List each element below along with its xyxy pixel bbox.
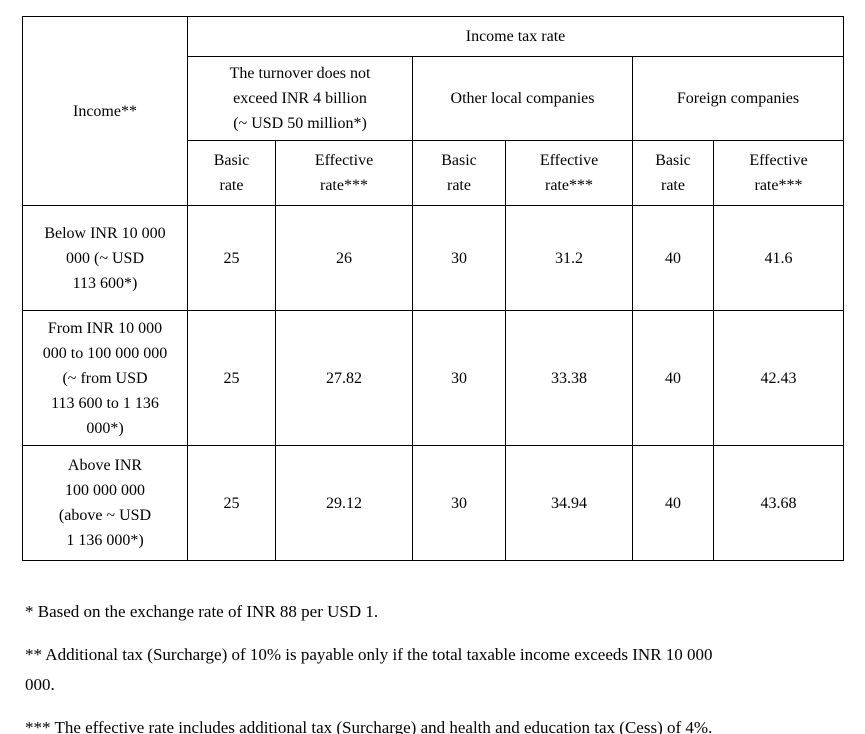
rate-value-cell: 27.82: [275, 310, 413, 446]
corner-cell-income-label: Income**: [22, 16, 188, 206]
footnotes-section: * Based on the exchange rate of INR 88 p…: [25, 597, 837, 734]
subheader-basic-rate-turnover: Basic rate: [187, 140, 276, 206]
rate-value-cell: 33.38: [505, 310, 633, 446]
rate-value-cell: 29.12: [275, 445, 413, 561]
rate-value-cell: 30: [412, 445, 506, 561]
rate-value-cell: 30: [412, 310, 506, 446]
rate-value-cell: 43.68: [713, 445, 844, 561]
table-row-below-10m: Below INR 10 000 000 (~ USD 113 600*) 25…: [22, 205, 844, 311]
subheader-effective-rate-other-local: Effective rate***: [505, 140, 633, 206]
rate-value-cell: 25: [187, 205, 276, 311]
income-range-cell: From INR 10 000 000 to 100 000 000 (~ fr…: [22, 310, 188, 446]
income-tax-table: Income** Income tax rate The turnover do…: [22, 16, 844, 561]
subheader-basic-rate-other-local: Basic rate: [412, 140, 506, 206]
footnote-surcharge: ** Additional tax (Surcharge) of 10% is …: [25, 645, 713, 694]
subheader-effective-rate-foreign: Effective rate***: [713, 140, 844, 206]
group-header-turnover-limit: The turnover does not exceed INR 4 billi…: [187, 56, 413, 141]
group-header-other-local-companies: Other local companies: [412, 56, 633, 141]
footnote-effective-rate: *** The effective rate includes addition…: [25, 718, 713, 734]
table-row-above-100m: Above INR 100 000 000 (above ~ USD 1 136…: [22, 445, 844, 561]
footnote-exchange-rate: * Based on the exchange rate of INR 88 p…: [25, 602, 379, 621]
header-row-subheaders: Basic rate Effective rate*** Basic rate …: [23, 140, 844, 206]
rate-value-cell: 40: [632, 310, 714, 446]
header-row-groups: The turnover does not exceed INR 4 billi…: [23, 56, 844, 141]
rate-value-cell: 31.2: [505, 205, 633, 311]
rate-value-cell: 42.43: [713, 310, 844, 446]
table-row-10m-to-100m: From INR 10 000 000 to 100 000 000 (~ fr…: [22, 310, 844, 446]
rate-value-cell: 25: [187, 310, 276, 446]
income-range-cell: Below INR 10 000 000 (~ USD 113 600*): [22, 205, 188, 311]
group-header-foreign-companies: Foreign companies: [632, 56, 844, 141]
rate-value-cell: 26: [275, 205, 413, 311]
rate-value-cell: 30: [412, 205, 506, 311]
rate-value-cell: 34.94: [505, 445, 633, 561]
subheader-basic-rate-foreign: Basic rate: [632, 140, 714, 206]
rate-value-cell: 25: [187, 445, 276, 561]
rate-value-cell: 40: [632, 205, 714, 311]
header-row-title: Income** Income tax rate: [22, 16, 844, 206]
income-range-cell: Above INR 100 000 000 (above ~ USD 1 136…: [22, 445, 188, 561]
table-title: Income tax rate: [187, 16, 844, 57]
subheader-effective-rate-turnover: Effective rate***: [275, 140, 413, 206]
rate-value-cell: 40: [632, 445, 714, 561]
rate-value-cell: 41.6: [713, 205, 844, 311]
